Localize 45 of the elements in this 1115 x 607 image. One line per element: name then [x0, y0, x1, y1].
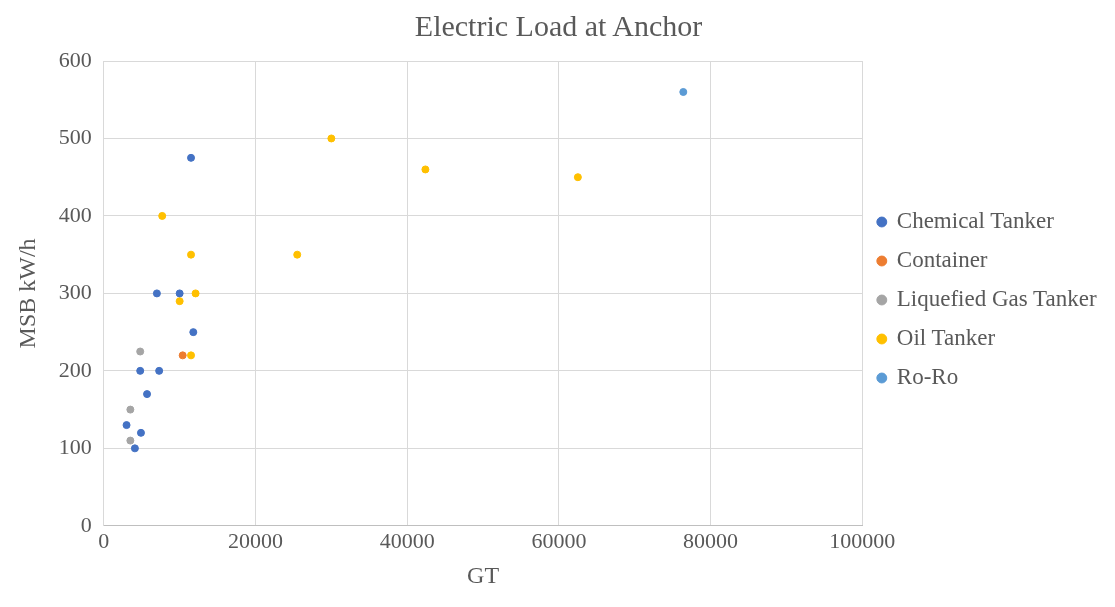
point [175, 289, 184, 298]
point [130, 444, 139, 453]
point [122, 421, 131, 430]
chart-title: Electric Load at Anchor [414, 8, 703, 42]
point [136, 428, 145, 437]
x-tick-label: 60000 [531, 527, 587, 553]
point [679, 87, 688, 96]
legend-label: Oil Tanker [896, 325, 996, 351]
point [327, 134, 336, 143]
x-tick-label: 0 [98, 527, 110, 553]
point [573, 173, 582, 182]
x-tick-label: 20000 [228, 527, 283, 553]
point [191, 289, 200, 298]
point [126, 405, 135, 414]
y-tick-label: 100 [58, 434, 92, 460]
legend-label: Liquefied Gas Tanker [896, 286, 1097, 312]
point [155, 366, 164, 375]
y-tick-label: 400 [58, 201, 92, 227]
legend-label: Container [896, 247, 988, 273]
point [187, 351, 196, 360]
point [421, 165, 430, 174]
point [136, 366, 145, 375]
point [189, 328, 198, 337]
x-axis-title: GT [467, 561, 500, 588]
y-tick-label: 500 [58, 124, 92, 150]
legend-label: Ro-Ro [896, 364, 959, 390]
y-tick-label: 300 [58, 279, 92, 305]
point [187, 250, 196, 259]
point [293, 250, 302, 259]
point [143, 390, 152, 399]
point [187, 153, 196, 162]
point [136, 347, 145, 356]
y-axis-title: MSB kW/h [13, 238, 40, 349]
legend-label: Chemical Tanker [896, 208, 1055, 234]
point [158, 211, 167, 220]
y-tick-label: 0 [80, 511, 92, 537]
point [152, 289, 161, 298]
x-tick-label: 100000 [829, 527, 896, 553]
x-tick-label: 40000 [379, 527, 435, 553]
y-tick-label: 200 [58, 356, 92, 382]
point [178, 351, 187, 360]
point [126, 436, 135, 445]
y-tick-label: 600 [58, 46, 92, 72]
x-tick-label: 80000 [683, 527, 739, 553]
point [175, 297, 184, 306]
